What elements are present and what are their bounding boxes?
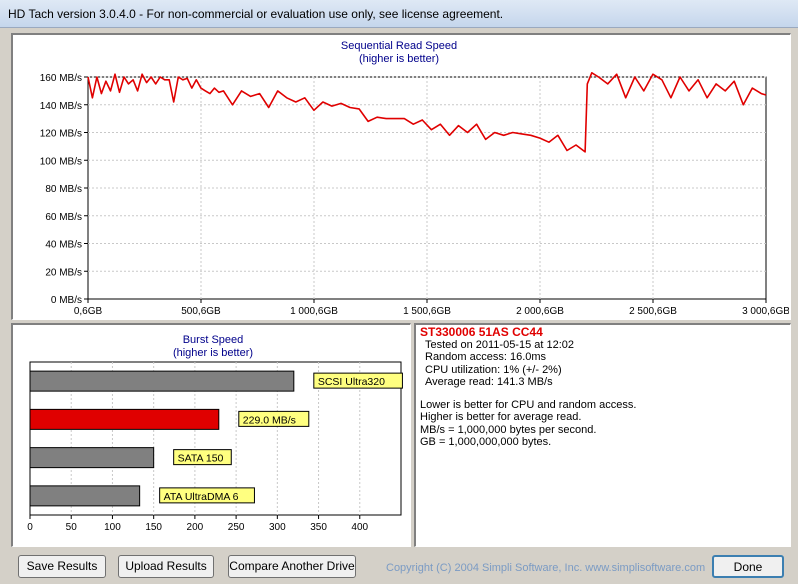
- burst-bar: [29, 485, 141, 507]
- burst-chart-panel: Burst Speed (higher is better) 0 50 100 150…: [11, 323, 411, 547]
- random-access: Random access: 16.0ms: [425, 351, 547, 363]
- compare-drive-button[interactable]: Compare Another Drive: [228, 555, 356, 578]
- done-button[interactable]: Done: [712, 555, 784, 578]
- y-tick-label: 140 MB/s: [40, 101, 82, 112]
- burst-bar-label-box: [159, 487, 255, 504]
- save-results-button[interactable]: Save Results: [18, 555, 106, 578]
- x-tick-label: 500,6GB: [181, 306, 221, 317]
- y-tick-label: 100 MB/s: [40, 156, 82, 167]
- x-tick-label: 1 500,6GB: [403, 306, 451, 317]
- y-tick-label: 20 MB/s: [45, 267, 82, 278]
- burst-bar-label-box: [173, 449, 232, 466]
- burst-x-tick-label: 350: [310, 522, 327, 533]
- sequential-read-chart: Sequential Read Speed (higher is better)…: [40, 40, 789, 317]
- burst-x-tick-label: 50: [66, 522, 78, 533]
- burst-bar-label-box: [238, 410, 310, 427]
- burst-x-tick-label: 300: [269, 522, 286, 533]
- read-speed-series-line: [87, 71, 767, 153]
- x-tick-label: 2 000,6GB: [516, 306, 564, 317]
- x-tick-label: 0,6GB: [74, 306, 103, 317]
- burst-chart-title: Burst Speed: [183, 334, 244, 346]
- sequential-chart-panel: Sequential Read Speed (higher is better)…: [11, 33, 791, 320]
- y-tick-label: 120 MB/s: [40, 129, 82, 140]
- results-info: ST330006 51AS CC44 Tested on 2011-05-15 …: [420, 326, 790, 449]
- sequential-chart-title: Sequential Read Speed: [341, 40, 457, 52]
- sequential-chart-subtitle: (higher is better): [359, 53, 439, 65]
- burst-x-tick-label: 100: [104, 522, 121, 533]
- y-tick-label: 0 MB/s: [51, 295, 82, 306]
- y-tick-label: 80 MB/s: [45, 184, 82, 195]
- burst-bar-label: SATA 150: [178, 453, 224, 465]
- x-tick-label: 2 500,6GB: [629, 306, 677, 317]
- y-tick-label: 40 MB/s: [45, 240, 82, 251]
- title-bar: HD Tach version 3.0.4.0 - For non-commer…: [0, 0, 798, 28]
- y-tick-label: 160 MB/s: [40, 73, 82, 84]
- burst-speed-chart: Burst Speed (higher is better) 0 50 100 150…: [27, 334, 403, 533]
- burst-chart-subtitle: (higher is better): [173, 347, 253, 359]
- average-read: Average read: 141.3 MB/s: [425, 376, 553, 388]
- window-title: HD Tach version 3.0.4.0 - For non-commer…: [8, 7, 504, 21]
- cpu-utilization: CPU utilization: 1% (+/- 2%): [425, 363, 562, 376]
- note-average: Higher is better for average read.: [420, 411, 582, 423]
- x-tick-label: 1 000,6GB: [290, 306, 338, 317]
- burst-bar: [29, 408, 220, 430]
- drive-name: ST330006 51AS CC44: [420, 325, 543, 339]
- burst-x-tick-label: 250: [228, 522, 245, 533]
- burst-bar: [29, 447, 155, 469]
- burst-x-tick-label: 150: [145, 522, 162, 533]
- burst-x-tick-label: 0: [27, 522, 33, 533]
- note-cpu: Lower is better for CPU and random acces…: [420, 398, 637, 411]
- upload-results-button[interactable]: Upload Results: [118, 555, 214, 578]
- copyright-text: Copyright (C) 2004 Simpli Software, Inc.…: [386, 562, 706, 574]
- burst-bar-label-box: [313, 372, 403, 389]
- burst-bar-label: ATA UltraDMA 6: [164, 491, 239, 503]
- note-gb: GB = 1,000,000,000 bytes.: [420, 436, 552, 448]
- burst-x-tick-label: 400: [351, 522, 368, 533]
- burst-bar-label: SCSI Ultra320: [318, 376, 385, 388]
- burst-x-tick-label: 200: [187, 522, 204, 533]
- burst-bar: [29, 370, 295, 392]
- results-panel: [414, 323, 791, 547]
- burst-bar-label: 229.0 MB/s: [243, 414, 296, 426]
- note-mbs: MB/s = 1,000,000 bytes per second.: [420, 423, 597, 436]
- y-tick-label: 60 MB/s: [45, 212, 82, 223]
- tested-on: Tested on 2011-05-15 at 12:02: [425, 338, 575, 351]
- x-tick-label: 3 000,6GB: [742, 306, 789, 317]
